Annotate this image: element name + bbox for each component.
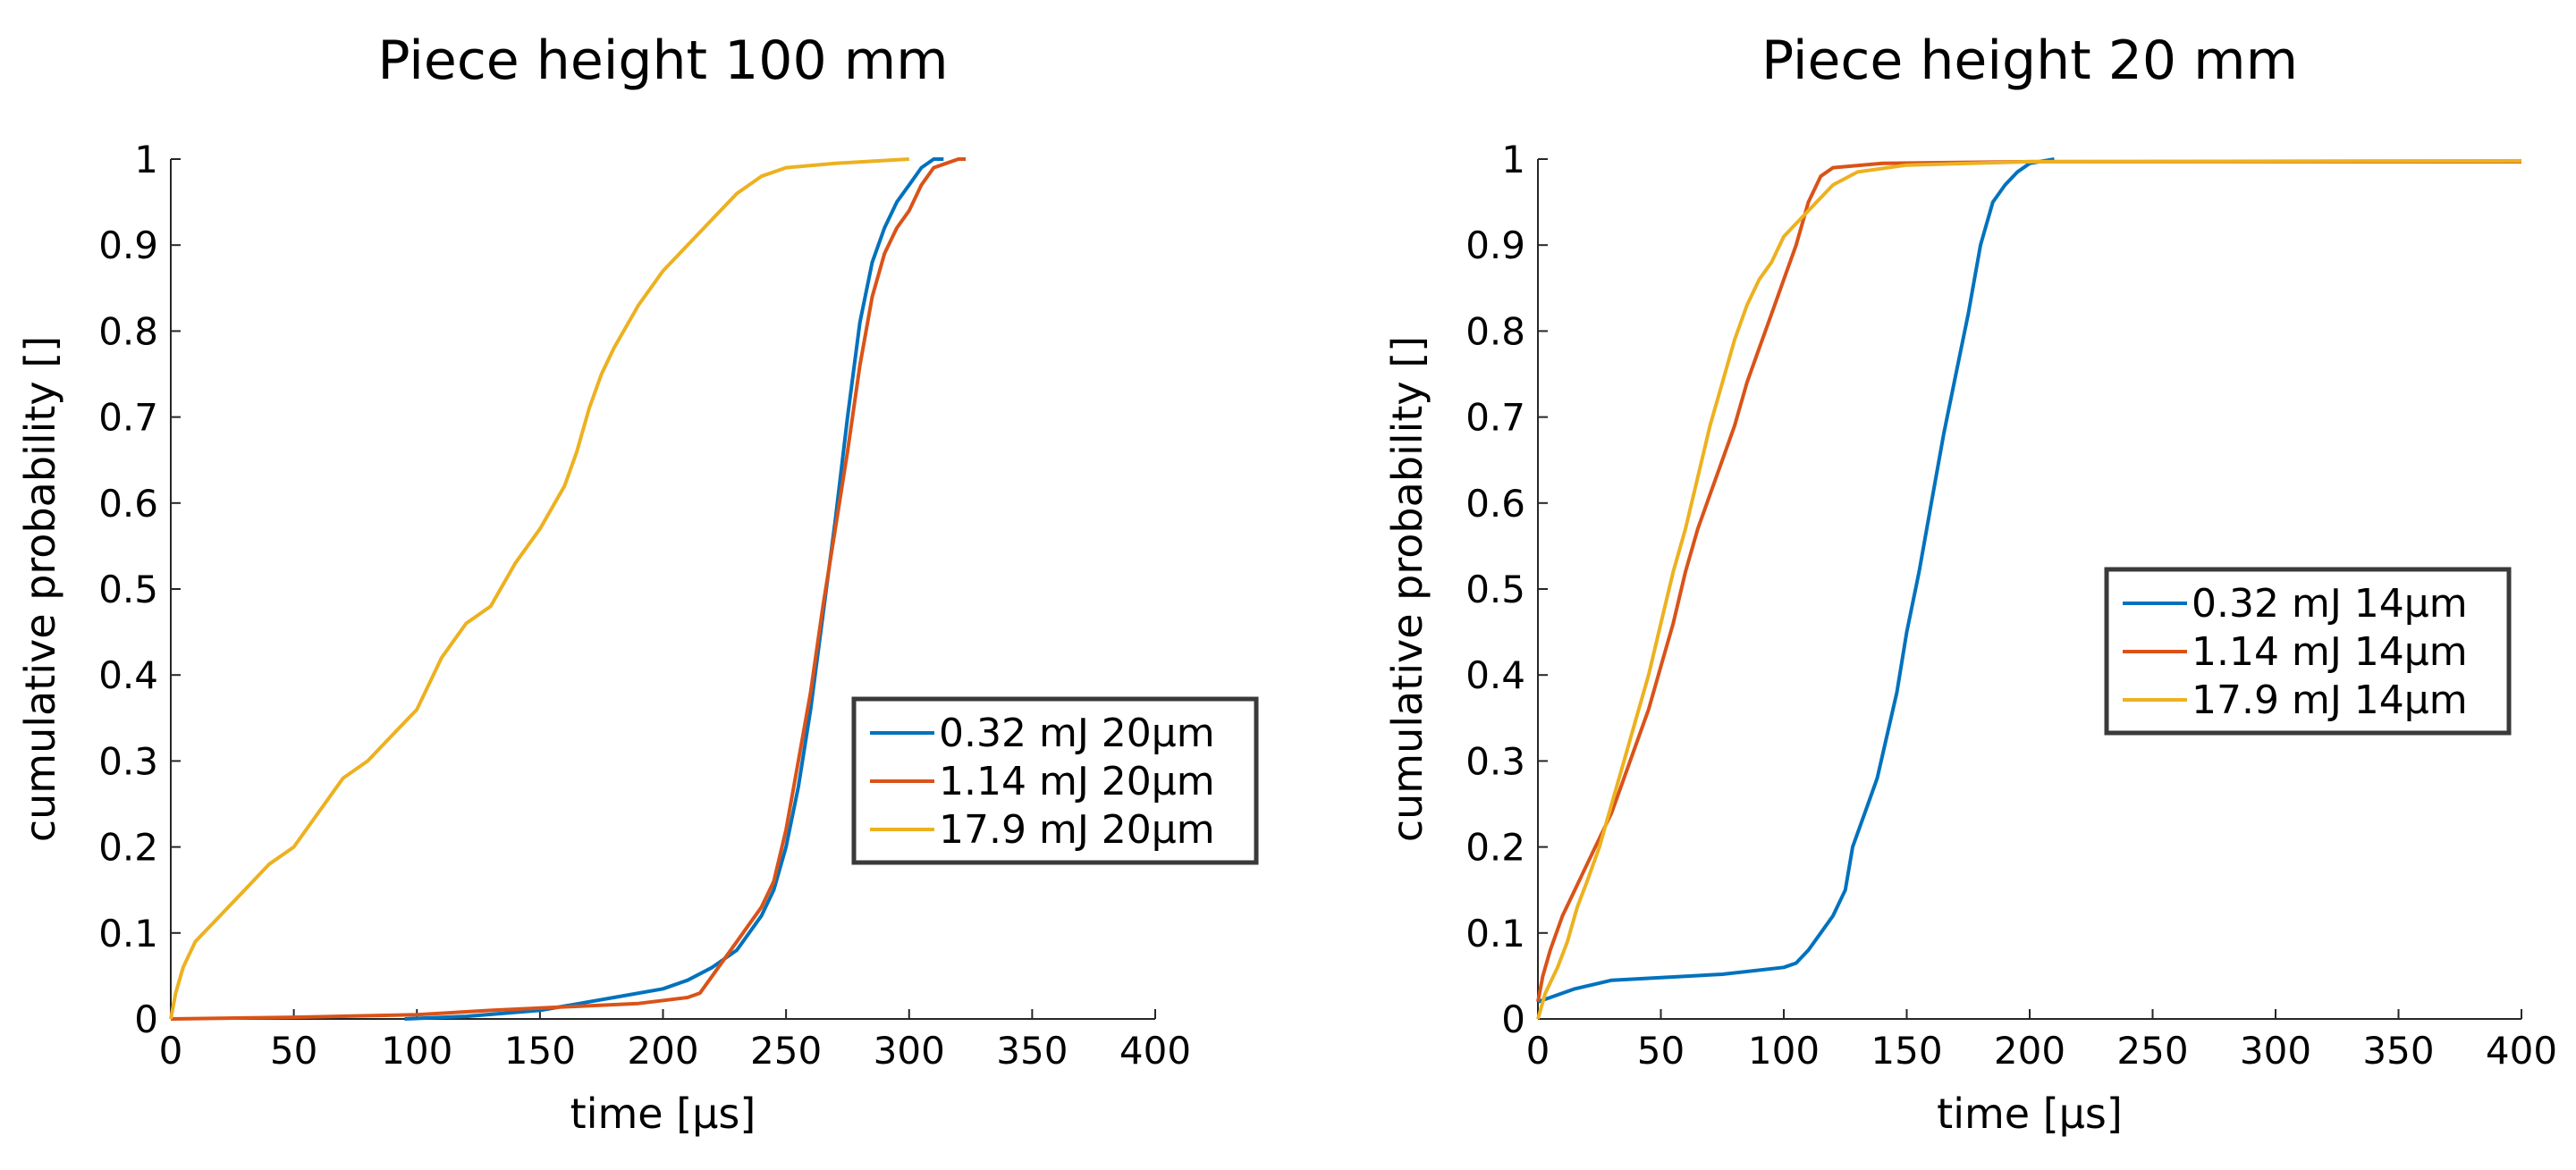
chart-1: Piece height 100 mm 0 50 100 150 200 250 300 350… <box>16 29 1259 1138</box>
legend-label: 17.9 mJ 20µm <box>939 807 1215 853</box>
x-tick-label: 400 <box>2486 1029 2557 1073</box>
y-tick-label: 0.8 <box>1465 309 1525 353</box>
series-line-3 <box>1536 158 2522 1020</box>
y-tick-label: 0.7 <box>98 396 158 440</box>
x-tick-label: 100 <box>381 1029 452 1073</box>
y-axis-label: cumulative probability [] <box>1383 336 1432 842</box>
chart-2: Piece height 20 mm 0 50 100 150 200 250 300 350 4… <box>1383 29 2557 1138</box>
x-tick-label: 300 <box>874 1029 945 1073</box>
y-tick-label: 0.4 <box>98 653 158 697</box>
y-axis-label: cumulative probability [] <box>16 336 64 842</box>
y-tick-label: 0 <box>134 997 158 1041</box>
chart-title: Piece height 100 mm <box>377 29 948 92</box>
y-tick-label: 0.6 <box>98 482 158 526</box>
x-tick-label: 400 <box>1119 1029 1191 1073</box>
x-axis-label: time [µs] <box>570 1090 756 1138</box>
y-tick-label: 0.9 <box>98 223 158 267</box>
series-line-1 <box>404 157 944 1021</box>
y-tick-label: 0.3 <box>98 739 158 783</box>
x-tick-label: 50 <box>1637 1029 1685 1073</box>
legend-label: 0.32 mJ 14µm <box>2192 581 2468 627</box>
x-tick-label: 100 <box>1748 1029 1820 1073</box>
x-tick-label: 0 <box>1526 1029 1550 1073</box>
y-tick-label: 0.1 <box>1465 912 1525 955</box>
x-axis-label: time [µs] <box>1937 1090 2123 1138</box>
series-line-2 <box>1536 159 2521 1003</box>
y-tick-label: 0.2 <box>98 826 158 870</box>
legend-label: 1.14 mJ 14µm <box>2192 629 2468 675</box>
legend-label: 0.32 mJ 20µm <box>939 711 1215 756</box>
x-tick-label: 250 <box>750 1029 822 1073</box>
y-tick-label: 1 <box>134 138 158 181</box>
x-tick-label: 150 <box>1871 1029 1942 1073</box>
x-tick-label: 250 <box>2116 1029 2188 1073</box>
y-tick-label: 0.7 <box>1465 396 1525 440</box>
y-tick-label: 0.1 <box>98 912 158 955</box>
legend-label: 1.14 mJ 20µm <box>939 759 1215 804</box>
x-tick-label: 150 <box>504 1029 576 1073</box>
x-tick-label: 350 <box>2362 1029 2434 1073</box>
y-tick-label: 0.3 <box>1465 739 1525 783</box>
y-tick-label: 0.9 <box>1465 223 1525 267</box>
legend-label: 17.9 mJ 14µm <box>2192 678 2468 723</box>
y-tick-label: 0.5 <box>98 568 158 611</box>
x-tick-label: 300 <box>2240 1029 2311 1073</box>
x-tick-label: 350 <box>996 1029 1068 1073</box>
y-tick-label: 0.8 <box>98 309 158 353</box>
x-tick-label: 200 <box>1994 1029 2065 1073</box>
x-tick-label: 0 <box>159 1029 183 1073</box>
y-tick-label: 0.6 <box>1465 482 1525 526</box>
x-tick-label: 200 <box>627 1029 698 1073</box>
y-tick-label: 0.2 <box>1465 826 1525 870</box>
series-line-2 <box>170 157 967 1021</box>
chart-title: Piece height 20 mm <box>1761 29 2298 92</box>
series-line-1 <box>1537 157 2055 1004</box>
y-tick-label: 1 <box>1501 138 1525 181</box>
y-tick-label: 0 <box>1501 997 1525 1041</box>
x-tick-label: 50 <box>270 1029 317 1073</box>
series-line-3 <box>169 157 909 1020</box>
y-tick-label: 0.4 <box>1465 653 1525 697</box>
y-tick-label: 0.5 <box>1465 568 1525 611</box>
